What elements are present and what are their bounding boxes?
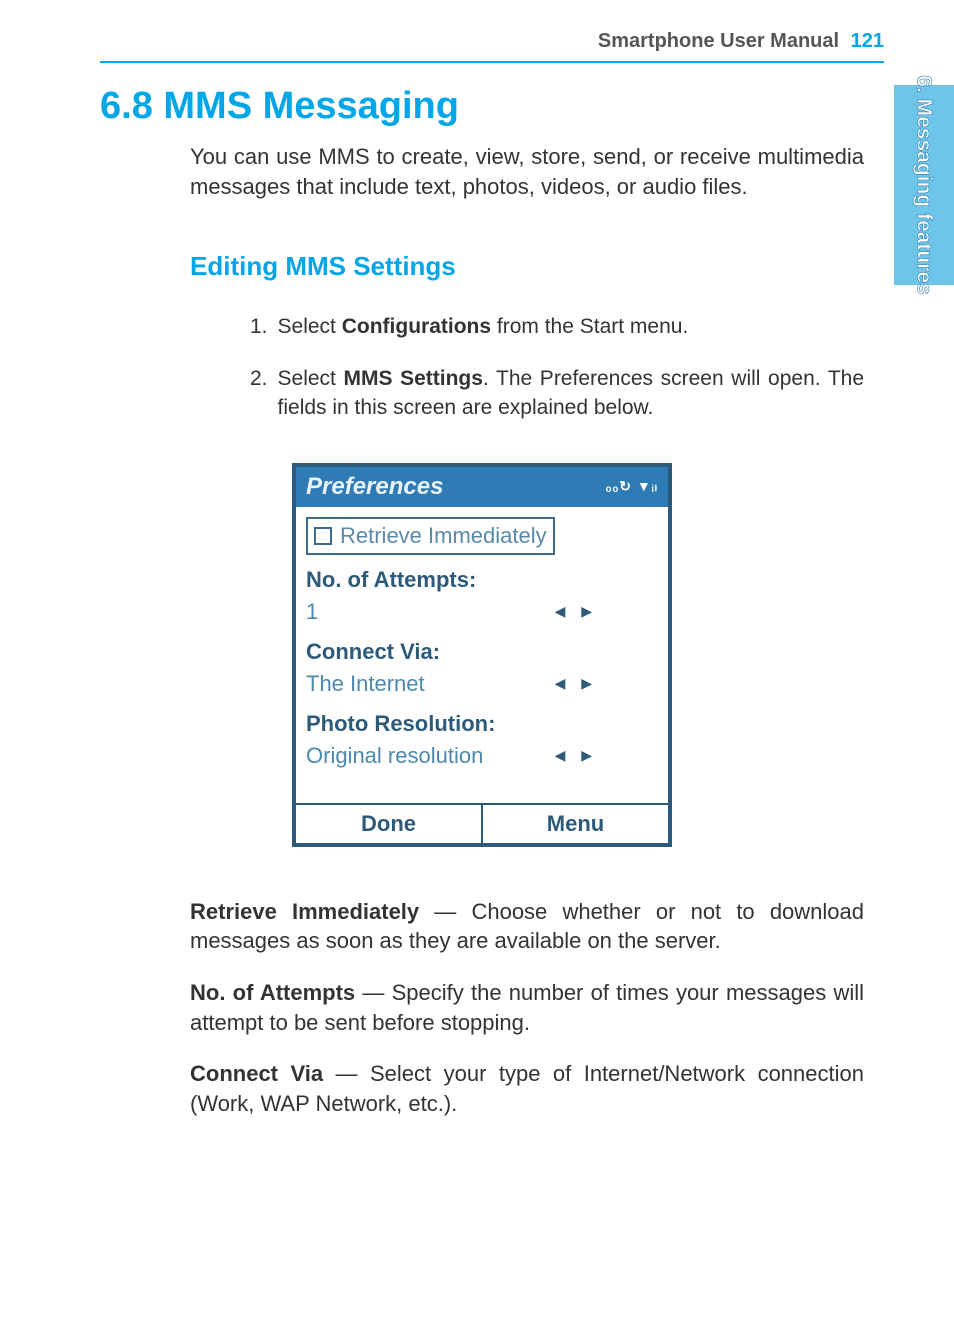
list-item: 1. Select Configurations from the Start … xyxy=(250,312,864,341)
field-value: 1 xyxy=(306,599,318,625)
description-paragraph: Connect Via — Select your type of Intern… xyxy=(190,1059,864,1118)
description-paragraph: Retrieve Immediately — Choose whether or… xyxy=(190,897,864,956)
page-header: Smartphone User Manual 121 xyxy=(100,30,884,63)
stepper-arrows-icon[interactable]: ◀ ▶ xyxy=(555,675,598,692)
desc-term: No. of Attempts xyxy=(190,980,355,1005)
softkey-done-button[interactable]: Done xyxy=(296,805,483,843)
phone-softkey-footer: Done Menu xyxy=(296,803,668,843)
softkey-menu-button[interactable]: Menu xyxy=(483,805,668,843)
phone-titlebar: Preferences ₒₒ↻ ▼ᵢₗ xyxy=(296,467,668,507)
step-number: 2. xyxy=(250,364,268,423)
checkbox-label: Retrieve Immediately xyxy=(340,523,547,549)
bold-term: Configurations xyxy=(342,315,491,338)
description-paragraph: No. of Attempts — Specify the number of … xyxy=(190,978,864,1037)
checkbox-icon xyxy=(314,527,332,545)
step-text: Select MMS Settings. The Preferences scr… xyxy=(278,364,864,423)
field-row-attempts[interactable]: 1 ◀ ▶ xyxy=(306,599,658,625)
field-row-connect[interactable]: The Internet ◀ ▶ xyxy=(306,671,658,697)
stepper-arrows-icon[interactable]: ◀ ▶ xyxy=(555,603,598,620)
chapter-side-tab: 6. Messaging features xyxy=(894,85,954,285)
titlebar-status-icons: ₒₒ↻ ▼ᵢₗ xyxy=(606,478,658,495)
section-heading: 6.8 MMS Messaging xyxy=(100,85,864,128)
page-number: 121 xyxy=(851,30,884,52)
section-title: MMS Messaging xyxy=(163,85,459,127)
field-label-attempts: No. of Attempts: xyxy=(306,567,658,593)
step-number: 1. xyxy=(250,312,268,341)
bold-term: MMS Settings xyxy=(344,367,483,390)
intro-paragraph: You can use MMS to create, view, store, … xyxy=(190,142,864,201)
field-value: Original resolution xyxy=(306,743,483,769)
manual-title: Smartphone User Manual xyxy=(598,30,839,52)
steps-list: 1. Select Configurations from the Start … xyxy=(250,312,864,422)
field-label-connect: Connect Via: xyxy=(306,639,658,665)
list-item: 2. Select MMS Settings. The Preferences … xyxy=(250,364,864,423)
desc-term: Connect Via xyxy=(190,1061,323,1086)
side-tab-label: 6. Messaging features xyxy=(912,75,936,294)
subsection-heading: Editing MMS Settings xyxy=(190,251,864,282)
step-text: Select Configurations from the Start men… xyxy=(278,312,689,341)
stepper-arrows-icon[interactable]: ◀ ▶ xyxy=(555,747,598,764)
section-number: 6.8 xyxy=(100,85,153,127)
field-row-resolution[interactable]: Original resolution ◀ ▶ xyxy=(306,743,658,769)
field-value: The Internet xyxy=(306,671,425,697)
retrieve-immediately-checkbox[interactable]: Retrieve Immediately xyxy=(306,517,555,555)
field-label-resolution: Photo Resolution: xyxy=(306,711,658,737)
desc-term: Retrieve Immediately xyxy=(190,899,419,924)
titlebar-title: Preferences xyxy=(306,473,443,501)
page-content: 6.8 MMS Messaging You can use MMS to cre… xyxy=(100,85,864,1141)
phone-screenshot: Preferences ₒₒ↻ ▼ᵢₗ Retrieve Immediately… xyxy=(292,463,672,847)
phone-body: Retrieve Immediately No. of Attempts: 1 … xyxy=(296,507,668,803)
